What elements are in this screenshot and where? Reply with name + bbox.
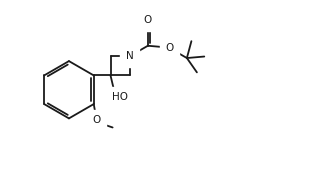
Text: O: O [166,43,174,53]
Text: HO: HO [112,92,128,102]
Text: O: O [92,115,101,125]
Text: N: N [126,51,134,61]
Text: O: O [144,15,152,26]
